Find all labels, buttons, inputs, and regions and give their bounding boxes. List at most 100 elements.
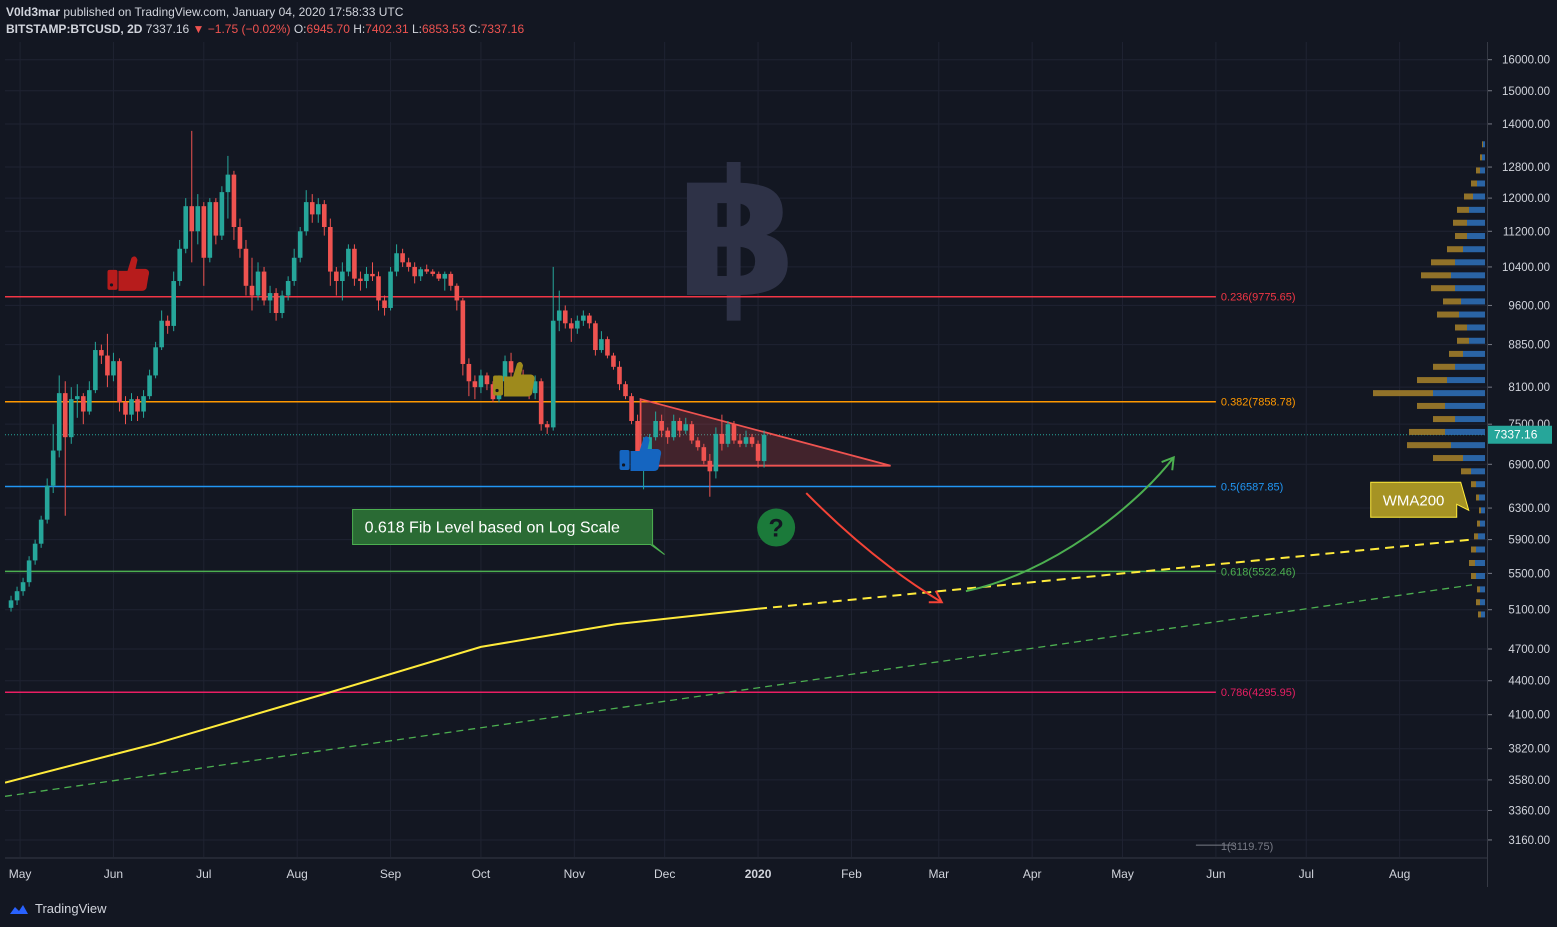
time-tick-label: Jun — [104, 867, 123, 881]
candle-body — [683, 424, 689, 431]
candle-body — [737, 440, 743, 444]
candle-up — [713, 427, 719, 479]
candle-body — [309, 202, 315, 215]
price-axis[interactable]: 16000.00 15000.00 14000.00 12800.00 12000.00… — [1487, 42, 1554, 887]
fib-note-callout — [352, 509, 665, 555]
candle-body — [707, 460, 713, 472]
candle-down — [466, 358, 472, 397]
candle-body — [502, 361, 508, 382]
candle-down — [568, 318, 574, 342]
thumb-cuff — [493, 375, 504, 396]
candle-body — [382, 300, 387, 308]
candle-down — [273, 288, 279, 321]
candle-up — [171, 271, 176, 332]
fib-note-text: 0.618 Fib Level based on Log Scale — [365, 520, 620, 537]
candle-body — [508, 361, 514, 373]
candle-up — [340, 262, 345, 301]
candle-down — [117, 358, 122, 412]
candle-body — [255, 271, 261, 296]
volume-profile-bar-down — [1480, 154, 1482, 161]
symbol-name[interactable]: BITSTAMP:BTCUSD, 2D — [6, 22, 143, 36]
fib-label: 1(3119.75) — [1221, 841, 1273, 853]
volume-profile-bar-down — [1461, 468, 1471, 475]
candle-down — [617, 361, 622, 391]
volume-profile-bar-up — [1481, 507, 1485, 514]
volume-profile-bar-down — [1457, 337, 1469, 344]
candle-down — [62, 381, 68, 516]
candle-down — [755, 440, 761, 468]
price-tick-label: 3580.00 — [1508, 775, 1550, 787]
candle-down — [382, 295, 387, 316]
candle-body — [454, 285, 460, 301]
candle-up — [442, 271, 448, 291]
candle-down — [701, 443, 707, 465]
volume-profile-bar-down — [1421, 272, 1451, 279]
candle-up — [291, 248, 297, 286]
volume-profile-bar-down — [1471, 546, 1476, 553]
published-text: published on TradingView.com, January 04… — [63, 5, 404, 19]
publish-info: V0ld3mar published on TradingView.com, J… — [6, 5, 403, 19]
volume-profile-bar-down — [1476, 167, 1480, 174]
price-scale[interactable]: 16000.00 15000.00 14000.00 12800.00 12000.00… — [1488, 42, 1554, 887]
candle-down — [370, 262, 375, 282]
volume-profile-bar-down — [1433, 363, 1455, 370]
volume-profile-bar-up — [1455, 363, 1485, 370]
candle-down — [249, 257, 255, 311]
candle-body — [617, 366, 622, 385]
candle-body — [159, 320, 164, 348]
price-chart[interactable]: ฿ 0.236(9775.65) 0.382(7858.78) 0.5(6587.8… — [4, 42, 1487, 887]
candle-body — [123, 402, 128, 415]
volume-profile-bar-down — [1471, 481, 1476, 488]
time-tick-label: Jul — [196, 867, 211, 881]
candle-body — [346, 248, 351, 272]
volume-profile-bar-down — [1479, 507, 1481, 514]
open-value: 6945.70 — [306, 22, 350, 36]
candle-down — [358, 271, 363, 291]
bitcoin-symbol: ฿ — [676, 138, 798, 333]
candle-body — [68, 399, 74, 438]
candle-body — [647, 437, 652, 451]
low-label: L: — [411, 22, 422, 36]
chart-pane[interactable]: ฿ 0.236(9775.65) 0.382(7858.78) 0.5(6587.8… — [4, 42, 1487, 887]
time-tick-label: Jun — [1206, 867, 1225, 881]
candle-body — [141, 396, 146, 412]
candle-body — [671, 420, 677, 438]
fib-label: 0.786(4295.95) — [1221, 687, 1296, 699]
price-tick-label: 3160.00 — [1508, 835, 1550, 847]
thumb-hand — [118, 256, 150, 291]
candle-down — [454, 283, 460, 311]
candle-down — [659, 414, 664, 438]
fib-label: 0.5(6587.85) — [1221, 482, 1283, 494]
volume-profile-bar-up — [1476, 573, 1485, 580]
candle-body — [117, 361, 122, 403]
candle-down — [695, 437, 701, 451]
candle-body — [358, 278, 363, 282]
candle-down — [231, 170, 237, 240]
volume-profile-bar-down — [1433, 455, 1463, 462]
publisher-name[interactable]: V0ld3mar — [6, 5, 61, 19]
chart-header: V0ld3mar published on TradingView.com, J… — [0, 0, 1557, 42]
price-tick-label: 8100.00 — [1508, 382, 1550, 394]
candle-body — [749, 437, 755, 444]
volume-profile-bar-up — [1480, 599, 1485, 606]
candle-body — [189, 206, 195, 232]
volume-profile-bar-up — [1433, 390, 1485, 397]
volume-profile-bar-up — [1463, 350, 1485, 357]
candle-body — [394, 253, 399, 272]
candle-body — [665, 430, 670, 438]
candle-body — [56, 393, 62, 451]
tradingview-logo[interactable]: TradingView — [8, 901, 107, 916]
time-tick-label: Aug — [287, 867, 308, 881]
candle-body — [321, 204, 327, 228]
last-price: 7337.16 — [145, 22, 190, 36]
candle-down — [412, 262, 417, 284]
price-tick-label: 4100.00 — [1508, 710, 1550, 722]
candle-body — [340, 271, 345, 282]
low-value: 6853.53 — [422, 22, 466, 36]
volume-profile-bar-up — [1478, 533, 1485, 540]
volume-profile-bar-up — [1461, 298, 1485, 305]
candle-down — [376, 271, 381, 311]
candle-down — [623, 381, 628, 400]
tradingview-brand-text: TradingView — [35, 901, 107, 916]
candle-up — [388, 266, 393, 311]
